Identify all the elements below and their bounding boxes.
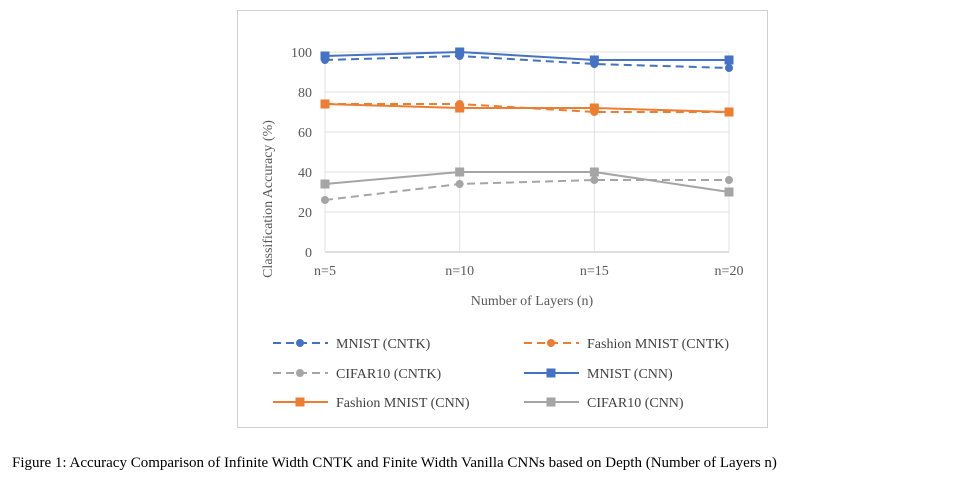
- legend-label: CIFAR10 (CNTK): [336, 367, 441, 382]
- y-tick-label: 40: [298, 166, 312, 181]
- legend-marker: [296, 339, 304, 347]
- series-line: [324, 50, 729, 61]
- data-point: [725, 176, 733, 184]
- legend-item: Fashion MNIST (CNN): [273, 396, 470, 411]
- data-point: [455, 167, 465, 177]
- data-point: [724, 55, 734, 65]
- data-point: [321, 196, 329, 204]
- data-point: [589, 103, 599, 113]
- data-point: [589, 167, 599, 177]
- x-axis-ticks: n=5 n=10 n=15 n=20: [314, 264, 743, 279]
- data-point: [724, 107, 734, 117]
- legend-item: MNIST (CNTK): [273, 337, 431, 352]
- x-tick-label: n=15: [580, 264, 609, 279]
- data-point: [320, 99, 330, 109]
- legend-item: Fashion MNIST (CNTK): [524, 337, 729, 352]
- series-3: [320, 47, 734, 65]
- x-tick-label: n=10: [445, 264, 474, 279]
- figure-caption: Figure 1: Accuracy Comparison of Infinit…: [12, 455, 777, 471]
- series: [320, 47, 734, 204]
- series-2: [321, 176, 733, 204]
- series-line: [324, 179, 729, 201]
- legend-label: Fashion MNIST (CNN): [336, 396, 470, 411]
- series-5: [320, 167, 734, 197]
- legend-item: CIFAR10 (CNTK): [273, 367, 441, 382]
- legend-marker: [547, 339, 555, 347]
- series-line: [324, 103, 730, 113]
- data-point: [320, 179, 330, 189]
- y-axis-ticks: 0 20 40 60 80 100: [291, 46, 312, 261]
- data-point: [589, 55, 599, 65]
- legend-label: Fashion MNIST (CNTK): [587, 337, 729, 352]
- data-point: [455, 103, 465, 113]
- legend-item: CIFAR10 (CNN): [524, 396, 684, 411]
- y-tick-label: 60: [298, 126, 312, 141]
- y-axis-title: Classification Accuracy (%): [261, 120, 276, 278]
- legend-marker: [546, 368, 556, 378]
- data-point: [455, 180, 464, 188]
- legend-marker: [546, 397, 556, 407]
- y-tick-label: 20: [298, 206, 312, 221]
- series-line: [324, 171, 730, 193]
- grid: [324, 51, 730, 253]
- legend-item: MNIST (CNN): [524, 367, 673, 382]
- y-tick-label: 0: [305, 246, 312, 261]
- x-axis-title: Number of Layers (n): [471, 294, 594, 309]
- legend-marker: [296, 369, 304, 377]
- legend-marker: [295, 397, 305, 407]
- legend-label: CIFAR10 (CNN): [587, 396, 684, 411]
- legend-label: MNIST (CNTK): [336, 337, 431, 352]
- x-tick-label: n=20: [715, 264, 744, 279]
- y-tick-label: 100: [291, 46, 312, 61]
- data-point: [590, 176, 599, 184]
- x-tick-label: n=5: [314, 264, 336, 279]
- legend: MNIST (CNTK) Fashion MNIST (CNTK) CIFAR10 …: [273, 337, 729, 411]
- series-4: [320, 99, 734, 117]
- data-point: [725, 64, 733, 72]
- data-point: [320, 51, 330, 61]
- legend-label: MNIST (CNN): [587, 367, 673, 382]
- data-point: [455, 47, 465, 57]
- data-point: [724, 187, 734, 197]
- y-tick-label: 80: [298, 86, 312, 101]
- series-line: [324, 54, 730, 69]
